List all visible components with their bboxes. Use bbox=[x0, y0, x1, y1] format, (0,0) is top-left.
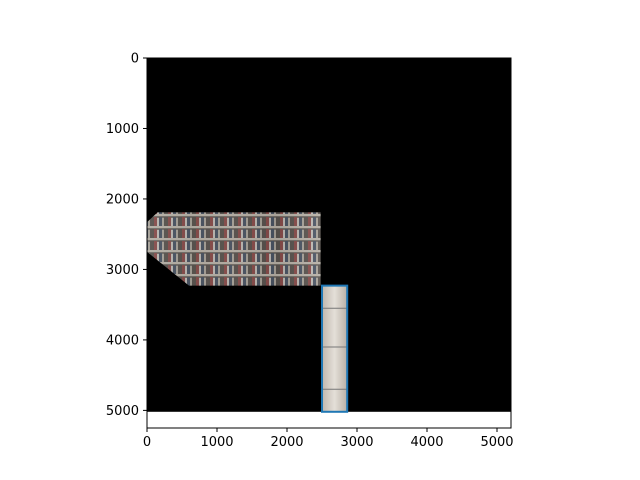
x-tick-label: 2000 bbox=[270, 435, 303, 450]
axes-frame bbox=[146, 57, 512, 429]
x-axis-ticks: 0 1000 2000 3000 4000 5000 bbox=[143, 428, 514, 450]
y-tick-label: 5000 bbox=[106, 404, 139, 419]
x-tick-label: 0 bbox=[143, 435, 151, 450]
image-patches bbox=[147, 212, 348, 412]
y-tick-label: 0 bbox=[131, 52, 139, 67]
y-tick-label: 4000 bbox=[106, 333, 139, 348]
x-tick-label: 4000 bbox=[410, 435, 443, 450]
highlight-box bbox=[321, 284, 349, 413]
highlight-boxes bbox=[321, 284, 349, 413]
y-axis-ticks: 0 1000 2000 3000 4000 5000 bbox=[106, 52, 147, 419]
x-tick-label: 3000 bbox=[340, 435, 373, 450]
y-tick-label: 3000 bbox=[106, 263, 139, 278]
y-tick-label: 2000 bbox=[106, 192, 139, 207]
plot-area bbox=[146, 57, 512, 429]
x-tick-label: 1000 bbox=[200, 435, 233, 450]
bookshelf-shading bbox=[147, 212, 321, 286]
x-tick-label: 5000 bbox=[480, 435, 513, 450]
vertical-strip-patch bbox=[322, 285, 348, 412]
y-tick-label: 1000 bbox=[106, 122, 139, 137]
